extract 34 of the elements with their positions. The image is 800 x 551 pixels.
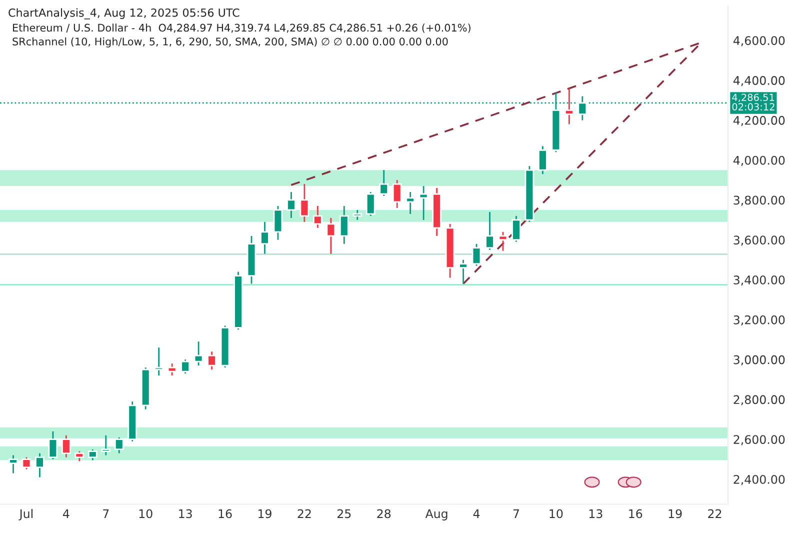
x-tick-label: 19: [258, 509, 272, 518]
x-tick-label: 22: [708, 509, 722, 518]
x-tick-label: 4: [473, 509, 480, 518]
annotation: SRchannel (10, High/Low, 5, 1, 6, 290, 50, SMA, 200, SMA) ∅ ∅ 0.00 0.00 0.00 0.00: [12, 37, 448, 48]
y-tick-label: 3,400.00: [734, 275, 785, 286]
x-tick-label: 10: [139, 509, 152, 518]
text: Ethereum / U.S. Dollar - 4h O4,284.97 H4,319.74 L4,269.85 C4,286.51 +0.26 (+0.01%): [13, 24, 470, 33]
x-tick-label: 16: [629, 509, 642, 518]
ref-line-label: 4,286.51 02:03:12: [732, 94, 774, 110]
x-tick-label: 4: [63, 509, 70, 518]
y-tick-label: 2,600.00: [734, 435, 785, 446]
y-tick-label: 4,400.00: [733, 76, 785, 86]
y-tick-label: 2,400.00: [734, 474, 785, 486]
x-tick-label: 13: [589, 509, 602, 518]
x-tick-label: 28: [377, 509, 391, 518]
x-tick-label: Jul: [18, 509, 32, 520]
x-tick-label: 25: [338, 509, 351, 518]
x-tick-label: 7: [103, 509, 109, 518]
y-tick-label: 3,600.00: [734, 236, 785, 246]
x-tick-label: 16: [218, 509, 232, 518]
x-tick-label: 7: [513, 509, 519, 518]
y-tick-label: 4,200.00: [733, 116, 785, 126]
y-tick-label: 3,200.00: [734, 315, 785, 326]
x-tick-label: Aug: [425, 509, 448, 520]
x-tick-label: 19: [668, 509, 682, 518]
x-tick-label: 22: [298, 509, 311, 518]
x-tick-label: 13: [179, 509, 192, 518]
chart-title: ChartAnalysis_4, Aug 12, 2025 05:56 UTC: [8, 8, 240, 20]
y-tick-label: 3,000.00: [734, 355, 785, 366]
x-tick-label: 10: [550, 509, 563, 518]
y-tick-label: 2,800.00: [734, 395, 785, 406]
y-tick-label: 4,600.00: [733, 36, 785, 46]
y-tick-label: 3,800.00: [734, 196, 785, 206]
y-tick-label: 4,000.00: [733, 156, 785, 166]
